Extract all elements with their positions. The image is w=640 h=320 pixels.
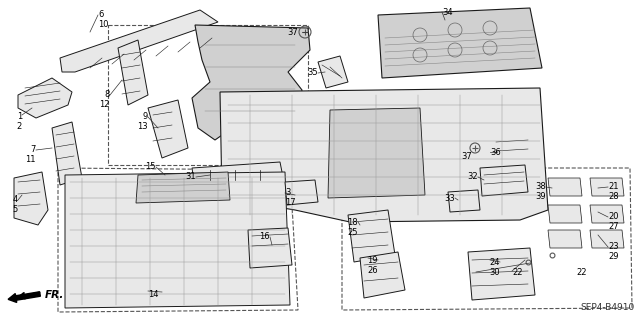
Text: 9: 9: [143, 112, 148, 121]
Polygon shape: [360, 252, 405, 298]
Text: 36: 36: [490, 148, 500, 157]
Text: 15: 15: [145, 162, 156, 171]
Polygon shape: [348, 210, 395, 262]
Text: 29: 29: [608, 252, 618, 261]
Text: 11: 11: [26, 155, 36, 164]
Polygon shape: [65, 172, 290, 308]
Text: 28: 28: [608, 192, 619, 201]
Text: 12: 12: [99, 100, 110, 109]
Text: 16: 16: [259, 232, 270, 241]
Text: 32: 32: [467, 172, 478, 181]
Polygon shape: [192, 25, 310, 145]
Text: 27: 27: [608, 222, 619, 231]
Polygon shape: [590, 178, 624, 196]
Text: 37: 37: [287, 28, 298, 37]
Text: 21: 21: [608, 182, 618, 191]
Polygon shape: [590, 230, 624, 248]
FancyArrow shape: [8, 292, 40, 302]
Polygon shape: [220, 88, 548, 222]
Text: SEP4-B4910: SEP4-B4910: [580, 303, 635, 312]
Text: FR.: FR.: [45, 290, 65, 300]
Text: 22: 22: [512, 268, 522, 277]
Polygon shape: [118, 40, 148, 105]
Text: 31: 31: [186, 172, 196, 181]
Text: 30: 30: [490, 268, 500, 277]
Polygon shape: [468, 248, 535, 300]
Polygon shape: [378, 8, 542, 78]
Text: 2: 2: [17, 122, 22, 131]
Text: 8: 8: [104, 90, 110, 99]
Text: 18: 18: [348, 218, 358, 227]
Text: 5: 5: [13, 205, 18, 214]
Text: 25: 25: [348, 228, 358, 237]
Polygon shape: [148, 100, 188, 158]
Polygon shape: [136, 172, 230, 203]
Text: 39: 39: [536, 192, 546, 201]
Text: 13: 13: [138, 122, 148, 131]
Text: 35: 35: [307, 68, 318, 77]
Polygon shape: [548, 205, 582, 223]
Text: 22: 22: [576, 268, 586, 277]
Polygon shape: [52, 122, 82, 185]
Text: 23: 23: [608, 242, 619, 251]
Polygon shape: [285, 180, 318, 205]
Text: 17: 17: [285, 198, 296, 207]
Polygon shape: [548, 230, 582, 248]
Text: 1: 1: [17, 112, 22, 121]
Text: 4: 4: [13, 195, 18, 204]
Polygon shape: [590, 205, 624, 223]
Polygon shape: [192, 162, 284, 188]
Polygon shape: [448, 190, 480, 212]
Polygon shape: [60, 10, 218, 72]
Text: 34: 34: [442, 8, 452, 17]
Text: 24: 24: [490, 258, 500, 267]
Text: 10: 10: [98, 20, 109, 29]
Text: 19: 19: [367, 256, 378, 265]
Text: 20: 20: [608, 212, 618, 221]
Text: 7: 7: [31, 145, 36, 154]
Text: 38: 38: [535, 182, 546, 191]
Polygon shape: [548, 178, 582, 196]
Text: 14: 14: [148, 290, 159, 299]
Text: 6: 6: [98, 10, 104, 19]
Polygon shape: [480, 165, 528, 196]
Polygon shape: [328, 108, 425, 198]
Polygon shape: [18, 78, 72, 118]
Text: 37: 37: [461, 152, 472, 161]
Polygon shape: [248, 228, 292, 268]
Text: 3: 3: [285, 188, 291, 197]
Polygon shape: [318, 56, 348, 88]
Polygon shape: [14, 172, 48, 225]
Text: 26: 26: [367, 266, 378, 275]
Text: 33: 33: [444, 194, 455, 203]
Polygon shape: [492, 135, 532, 166]
